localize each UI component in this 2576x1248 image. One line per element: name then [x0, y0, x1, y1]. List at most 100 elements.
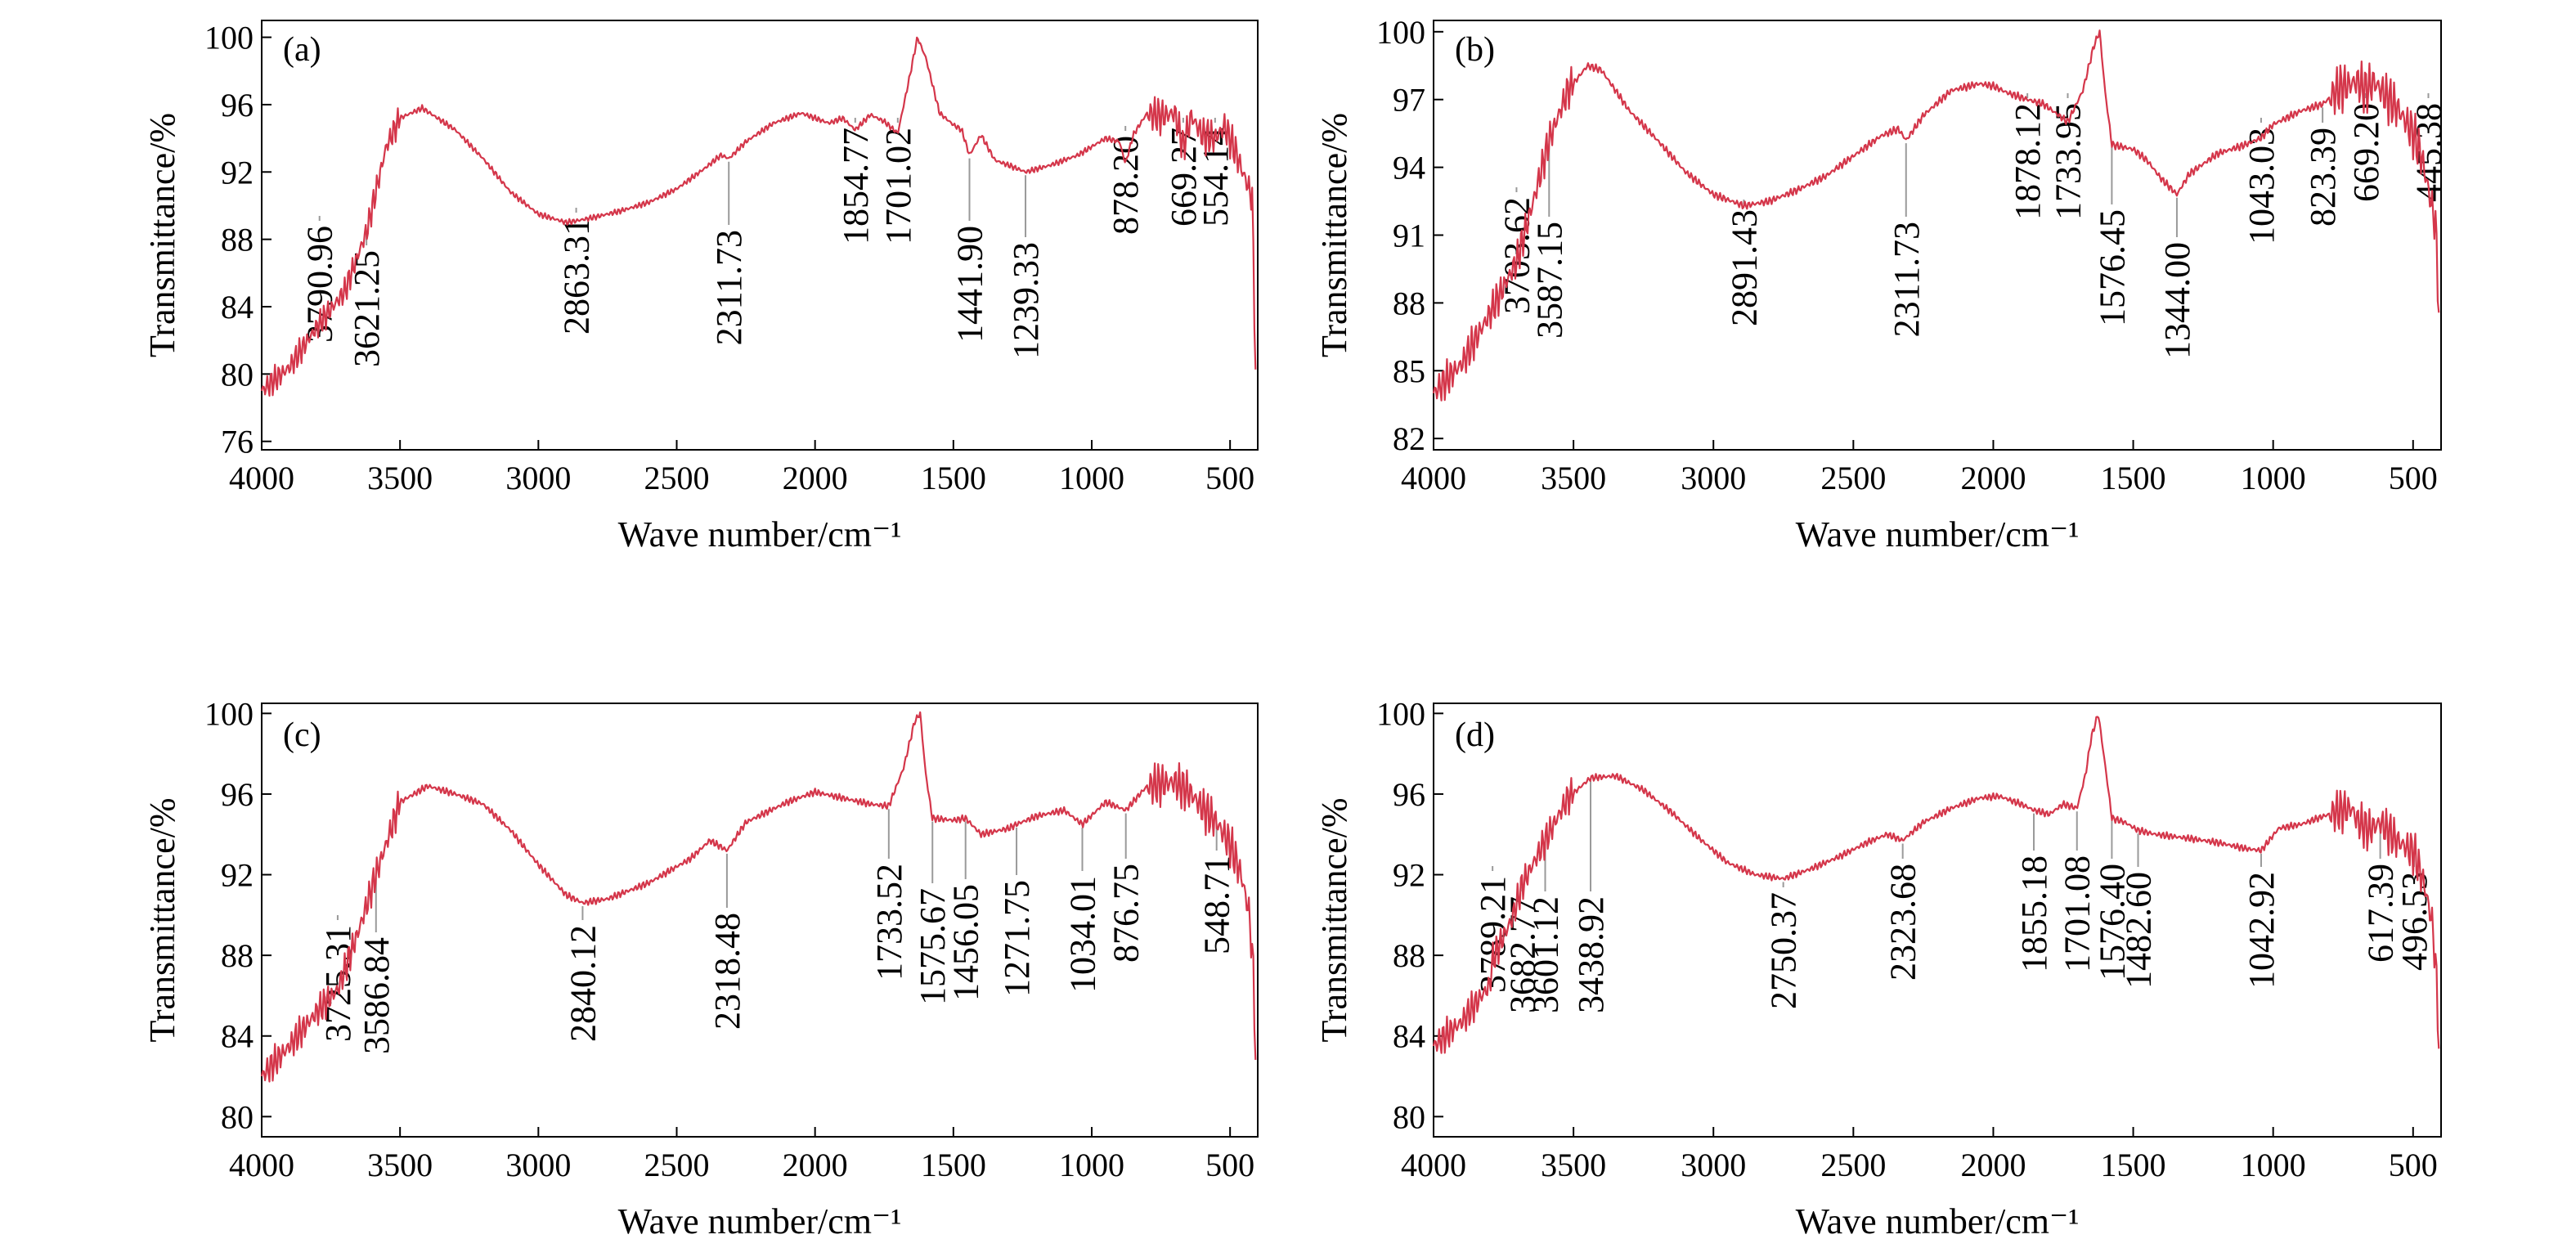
- panel-a: (a) Wave number/cm⁻¹ Transmittance/% 400…: [142, 20, 1259, 554]
- peak-label: 1042.92: [2242, 872, 2282, 989]
- peak-label: 3438.92: [1571, 896, 1611, 1013]
- x-axis-title: Wave number/cm⁻¹: [618, 514, 902, 554]
- peak-label: 2891.43: [1724, 209, 1764, 326]
- peak-label: 1576.45: [2092, 209, 2132, 326]
- peak-label: 1456.05: [946, 884, 986, 1001]
- peak-label: 1344.00: [2157, 242, 2197, 359]
- spectrum-series: [1432, 29, 2440, 402]
- y-tick-label: 88: [1393, 285, 1425, 321]
- y-tick-label: 80: [221, 1098, 254, 1135]
- spectrum-line: [260, 36, 1257, 397]
- y-tick-label: 92: [221, 857, 254, 894]
- plot-frame: [1433, 20, 2442, 451]
- x-tick-label: 500: [1205, 1147, 1254, 1183]
- x-tick-label: 3500: [367, 1147, 433, 1183]
- x-tick-label: 2500: [1820, 1147, 1886, 1183]
- x-tick-label: 1000: [2241, 1147, 2306, 1183]
- peak-label: 2323.68: [1883, 864, 1923, 981]
- y-axis: 82 85 88 91 94 97 100: [1376, 14, 1443, 457]
- peak-label: 548.71: [1197, 855, 1237, 954]
- peak-label: 1034.01: [1062, 876, 1102, 993]
- y-tick-label: 91: [1393, 218, 1425, 254]
- x-tick-label: 3000: [1681, 460, 1746, 496]
- y-tick-label: 88: [1393, 937, 1425, 974]
- peak-label: 496.53: [2394, 872, 2435, 971]
- peak-label: 1854.77: [836, 128, 876, 245]
- peak-label: 3586.84: [357, 937, 397, 1054]
- peak-label: 876.75: [1106, 864, 1147, 963]
- y-tick-label: 100: [204, 695, 254, 732]
- x-tick-label: 1500: [2101, 460, 2166, 496]
- peak-label: 1855.18: [2014, 855, 2054, 972]
- y-tick-label: 92: [221, 154, 254, 191]
- x-tick-label: 3000: [505, 460, 571, 496]
- x-tick-label: 3000: [1681, 1147, 1746, 1183]
- peak-label: 2311.73: [709, 230, 749, 345]
- x-axis: 4000 3500 3000 2500 2000 1500 1000 500: [229, 1127, 1254, 1183]
- plot-frame: [261, 703, 1259, 1138]
- peak-label: 669.20: [2346, 103, 2386, 202]
- x-tick-label: 2500: [644, 460, 710, 496]
- y-tick-label: 100: [1376, 695, 1425, 732]
- y-tick-label: 96: [221, 776, 254, 813]
- peak-label: 1576.40: [2092, 864, 2132, 981]
- panel-label: (a): [283, 31, 321, 69]
- y-tick-label: 97: [1393, 82, 1425, 119]
- x-tick-label: 2500: [1820, 460, 1886, 496]
- spectrum-line: [1432, 716, 2440, 1054]
- peak-label: 878.20: [1106, 136, 1146, 235]
- x-axis-title: Wave number/cm⁻¹: [618, 1201, 902, 1241]
- x-tick-label: 2000: [783, 460, 848, 496]
- peak-label: 2750.37: [1764, 892, 1804, 1009]
- panel-label: (b): [1455, 31, 1495, 69]
- y-axis: 76 80 84 88 92 96 100: [204, 20, 272, 460]
- peak-label: 3682.77: [1503, 896, 1543, 1013]
- y-tick-label: 84: [221, 1018, 254, 1055]
- spectrum-series: [260, 36, 1257, 397]
- x-tick-label: 3500: [367, 460, 433, 496]
- plot-frame: [261, 20, 1259, 451]
- y-tick-label: 88: [221, 937, 254, 974]
- y-tick-label: 96: [221, 87, 254, 123]
- y-axis: 80 84 88 92 96 100: [204, 695, 272, 1135]
- peak-label: 2863.31: [557, 218, 597, 334]
- spectrum-series: [1432, 716, 2440, 1054]
- peak-label: 1239.33: [1006, 242, 1046, 359]
- peak-label: 1482.60: [2119, 872, 2159, 989]
- x-axis-title: Wave number/cm⁻¹: [1796, 514, 2080, 554]
- x-tick-label: 1000: [1059, 1147, 1124, 1183]
- y-tick-label: 94: [1393, 150, 1425, 186]
- peak-label: 1701.02: [878, 128, 918, 245]
- peak-label: 1701.08: [2058, 855, 2098, 972]
- plot-frame: [1433, 703, 2442, 1138]
- x-axis: 4000 3500 3000 2500 2000 1500 1000 500: [229, 440, 1254, 496]
- y-tick-label: 82: [1393, 420, 1425, 457]
- x-tick-label: 3000: [505, 1147, 571, 1183]
- y-tick-label: 85: [1393, 352, 1425, 389]
- peak-label: 2311.73: [1887, 222, 1927, 337]
- x-tick-label: 500: [2389, 1147, 2438, 1183]
- peak-label: 2840.12: [563, 925, 603, 1042]
- x-tick-label: 500: [2389, 460, 2438, 496]
- peak-label: 823.39: [2303, 128, 2343, 227]
- x-tick-label: 500: [1205, 460, 1254, 496]
- y-axis-title: Transmittance/%: [1314, 113, 1354, 357]
- peak-label: 2318.48: [707, 913, 747, 1030]
- x-tick-label: 1500: [921, 1147, 986, 1183]
- x-axis-title: Wave number/cm⁻¹: [1796, 1201, 2080, 1241]
- panel-d: (d) Wave number/cm⁻¹ Transmittance/% 400…: [1314, 695, 2442, 1241]
- x-tick-label: 2500: [644, 1147, 710, 1183]
- y-tick-label: 84: [221, 289, 254, 325]
- x-axis: 4000 3500 3000 2500 2000 1500 1000 500: [1401, 1127, 2438, 1183]
- x-tick-label: 4000: [229, 1147, 294, 1183]
- y-tick-label: 100: [204, 20, 254, 56]
- peak-label: 1878.12: [2008, 103, 2048, 220]
- panel-label: (c): [283, 716, 321, 754]
- y-tick-label: 88: [221, 222, 254, 258]
- y-tick-label: 80: [1393, 1098, 1425, 1135]
- x-tick-label: 4000: [229, 460, 294, 496]
